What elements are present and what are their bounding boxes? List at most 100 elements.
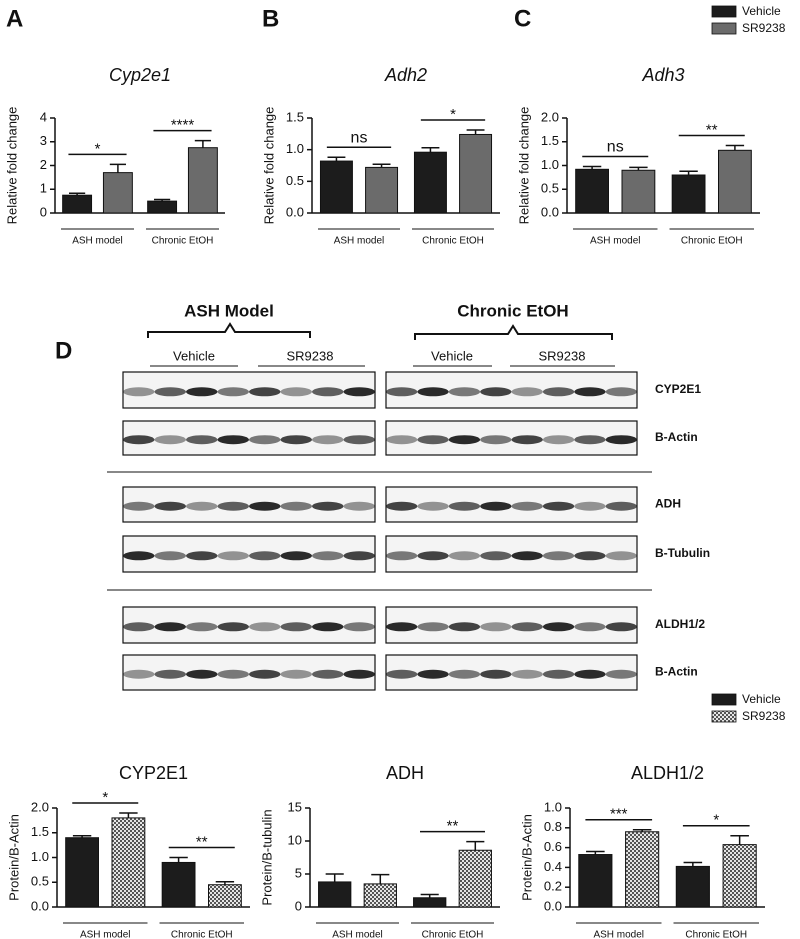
error-bar [325,873,344,882]
blot-band [448,551,481,561]
blot-band [343,387,375,397]
blot-subgroup: Vehicle [431,348,473,363]
blot-band [312,669,344,679]
blot-band [217,551,249,561]
blot-band [417,387,449,397]
blot-band [605,622,637,632]
blot-band [217,501,249,511]
bar [187,147,218,214]
blot-band [186,435,218,445]
legend-swatch [711,693,737,706]
blot-band [574,501,606,511]
chart-title: Cyp2e1 [109,65,171,85]
y-tick-label: 15 [288,799,302,814]
bar [102,172,133,214]
y-tick-label: 0 [295,898,302,913]
y-axis-label: Relative fold change [261,107,276,225]
bracket [147,322,311,338]
blot-band [312,501,344,511]
blot-band [417,622,449,632]
blot-band [154,387,186,397]
blot-row-label: B-Actin [655,665,698,679]
y-tick-label: 0.4 [544,859,562,874]
error-bar [371,873,390,884]
significance-label: **** [171,117,195,134]
blot-band [186,551,218,561]
panel-label: D [55,337,72,364]
blot-band [448,387,481,397]
blot-band [542,435,575,445]
y-tick-label: 0.5 [31,874,49,889]
blot-row-label: CYP2E1 [655,382,701,396]
blot-box [385,486,638,523]
blot-band [249,435,281,445]
chart-title: Adh3 [641,65,684,85]
x-group-label: Chronic EtOH [422,930,484,939]
y-axis-label: Relative fold change [516,107,531,225]
x-group-label: Chronic EtOH [422,236,484,247]
blot-band [574,387,606,397]
y-tick-label: 2 [40,157,47,172]
blot-band [605,435,637,445]
blot-subgroup: SR9238 [287,348,334,363]
legend-label: SR9238 [742,709,786,723]
y-tick-label: 0.0 [541,204,559,219]
blot-band [249,501,281,511]
blot-band [343,551,375,561]
blot-band [280,622,312,632]
blot-band [123,501,155,511]
blot-band [217,435,249,445]
blot-band [280,435,312,445]
significance-label: * [713,812,719,829]
y-tick-label: 0.8 [544,819,562,834]
bracket [414,324,613,340]
chart-title: ALDH1/2 [631,763,704,783]
blot-band [511,622,543,632]
y-tick-label: 1.5 [541,133,559,148]
bar [718,149,752,214]
bar [578,854,613,908]
blot-band [448,501,481,511]
blot-band [280,501,312,511]
bar [363,883,397,908]
blot-band [386,435,418,445]
blot-band [511,387,543,397]
y-tick-label: 1.0 [541,157,559,172]
chart-title: ADH [386,763,424,783]
chart-title: Adh2 [384,65,427,85]
error-bar [586,850,605,855]
legend-swatch [711,22,737,35]
blot-band [417,669,449,679]
blot-band [448,435,481,445]
blot-band [574,435,606,445]
blot-band [417,435,449,445]
significance-label: * [450,106,456,123]
blot-band [249,551,281,561]
blot-band [448,669,481,679]
panel-label: A [6,5,23,32]
significance-label: ns [351,129,368,146]
error-bar [215,881,235,885]
blot-band [217,669,249,679]
y-axis-label: Protein/B-Actin [519,814,534,901]
error-bar [683,861,703,867]
error-bar [582,165,602,170]
x-group-label: Chronic EtOH [171,930,233,939]
blot-band [280,669,312,679]
blot-band [343,435,375,445]
bar [318,881,352,908]
blot-band [312,622,344,632]
blot-row-label: B-Tubulin [655,546,710,560]
blot-subgroup: Vehicle [173,348,215,363]
bar [575,168,609,214]
y-tick-label: 1.5 [31,824,49,839]
blot-band [123,387,155,397]
blot-band [123,435,155,445]
error-bar [632,829,652,832]
x-group-label: ASH model [72,236,123,247]
bar [147,200,178,214]
error-bar [169,856,188,863]
significance-label: ** [447,818,459,835]
blot-band [542,387,575,397]
